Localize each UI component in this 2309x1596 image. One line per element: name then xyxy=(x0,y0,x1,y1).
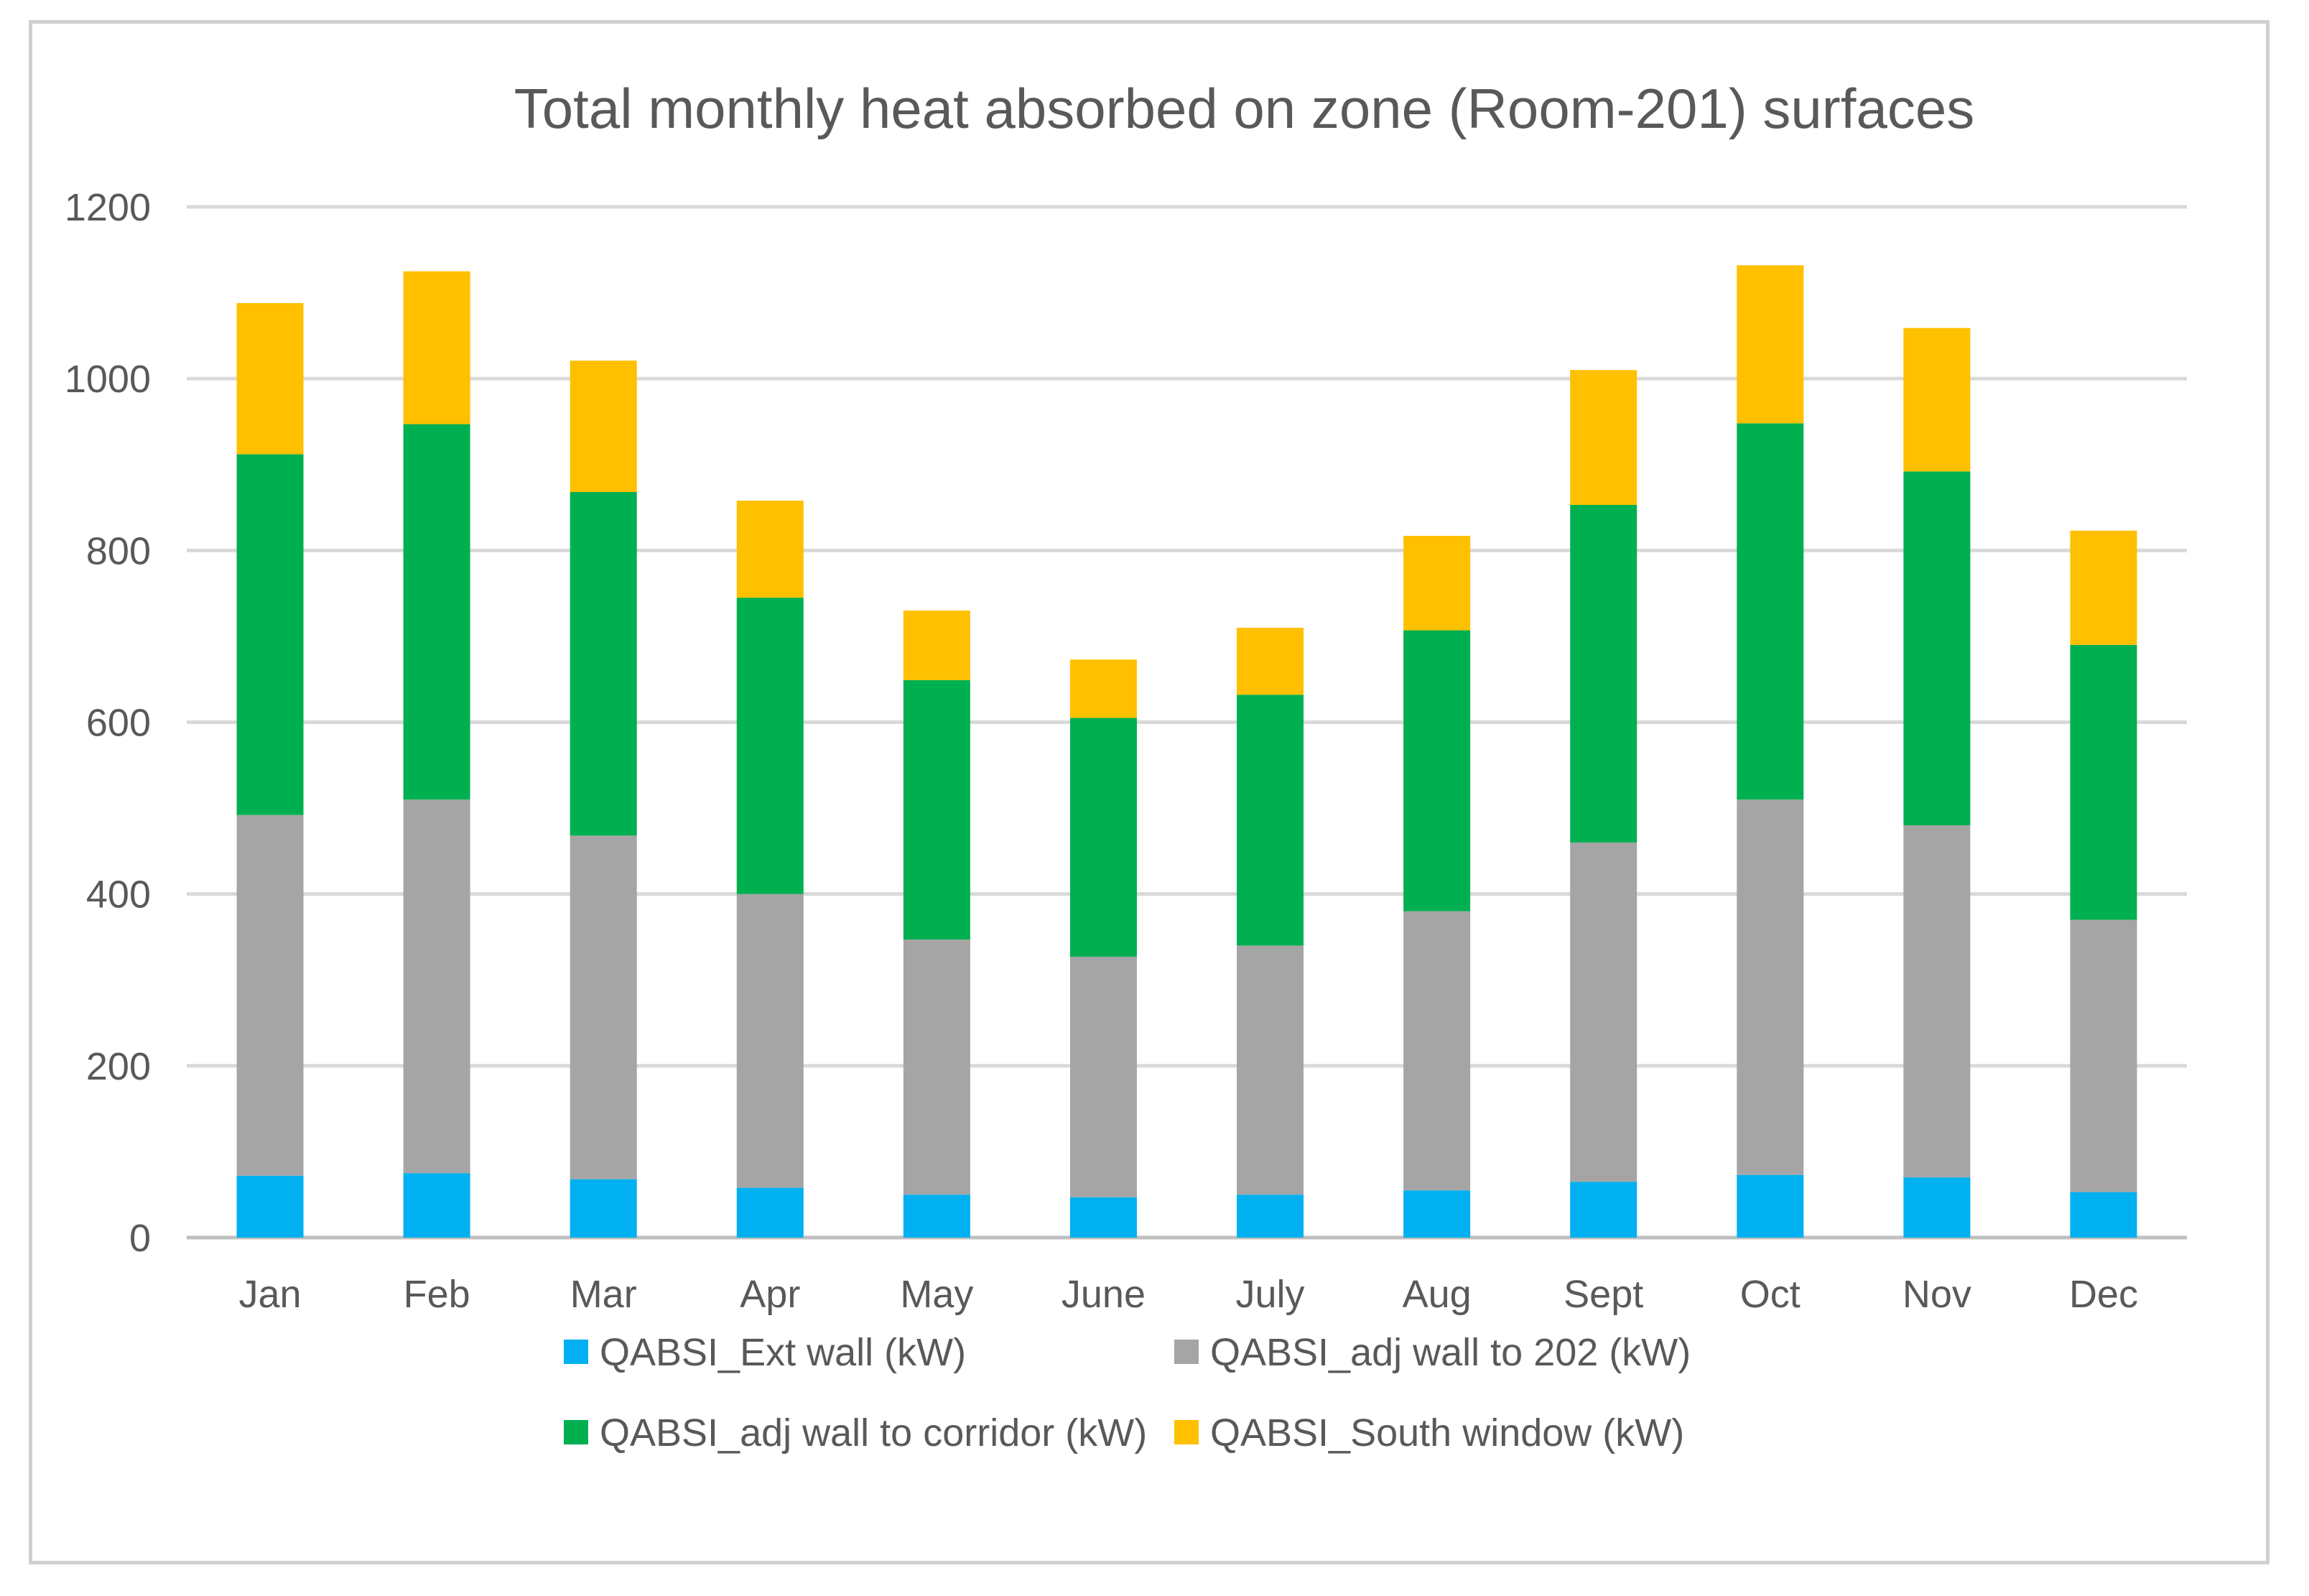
bar-apr-series-3 xyxy=(736,598,804,894)
legend-swatch xyxy=(564,1340,588,1364)
bar-aug-series-1 xyxy=(1403,1190,1471,1238)
bar-feb-series-4 xyxy=(403,271,470,424)
bar-mar-series-1 xyxy=(570,1179,637,1238)
chart-svg: Total monthly heat absorbed on zone (Roo… xyxy=(65,77,2187,1455)
x-tick-label: Sept xyxy=(1564,1273,1643,1316)
bar-jan-series-4 xyxy=(236,302,304,455)
bar-mar-series-2 xyxy=(570,835,637,1179)
bar-nov-series-3 xyxy=(1903,471,1971,825)
bar-apr-series-4 xyxy=(736,500,804,598)
y-tick-label: 600 xyxy=(86,702,151,745)
y-tick-label: 1000 xyxy=(65,358,151,401)
bar-july-series-4 xyxy=(1237,627,1304,695)
legend-label: QABSI_adj wall to corridor (kW) xyxy=(600,1411,1147,1455)
bar-nov-series-4 xyxy=(1903,328,1971,472)
bar-sept-series-3 xyxy=(1570,504,1637,843)
bar-june-series-2 xyxy=(1069,956,1137,1197)
bar-oct-series-4 xyxy=(1737,265,1804,424)
x-tick-label: Mar xyxy=(570,1273,637,1316)
chart-frame: Total monthly heat absorbed on zone (Roo… xyxy=(29,20,2269,1564)
x-tick-label: May xyxy=(900,1273,973,1316)
bar-nov-series-2 xyxy=(1903,825,1971,1178)
bar-sept-series-1 xyxy=(1570,1182,1637,1238)
bar-june-series-3 xyxy=(1069,718,1137,957)
legend-label: QABSI_South window (kW) xyxy=(1210,1411,1684,1455)
bar-may-series-1 xyxy=(903,1194,970,1238)
bar-jan-series-2 xyxy=(236,815,304,1176)
bar-july-series-1 xyxy=(1237,1194,1304,1238)
bar-mar-series-4 xyxy=(570,361,637,493)
bar-aug-series-2 xyxy=(1403,911,1471,1191)
x-tick-label: Jan xyxy=(239,1273,302,1316)
y-tick-label: 200 xyxy=(86,1045,151,1088)
x-tick-label: Feb xyxy=(404,1273,470,1316)
bar-dec-series-4 xyxy=(2070,530,2137,645)
bar-jan-series-1 xyxy=(236,1175,304,1238)
bar-oct-series-2 xyxy=(1737,799,1804,1175)
bar-sept-series-4 xyxy=(1570,370,1637,505)
legend-swatch xyxy=(1174,1420,1199,1444)
bar-dec-series-3 xyxy=(2070,644,2137,920)
bar-dec-series-2 xyxy=(2070,919,2137,1192)
x-tick-label: June xyxy=(1061,1273,1146,1316)
bar-mar-series-3 xyxy=(570,492,637,836)
bar-apr-series-1 xyxy=(736,1187,804,1238)
legend-swatch xyxy=(1174,1340,1199,1364)
legend-label: QABSI_adj wall to 202 (kW) xyxy=(1210,1331,1691,1374)
grid-layer xyxy=(187,205,2187,1240)
y-tick-label: 0 xyxy=(129,1217,151,1260)
bar-oct-series-1 xyxy=(1737,1174,1804,1238)
legend-label: QABSI_Ext wall (kW) xyxy=(600,1331,966,1374)
bar-aug-series-3 xyxy=(1403,630,1471,911)
y-tick-label: 400 xyxy=(86,873,151,917)
bar-layer xyxy=(236,265,2137,1238)
x-tick-label: Oct xyxy=(1740,1273,1801,1316)
x-tick-label: July xyxy=(1236,1273,1305,1316)
bar-feb-series-3 xyxy=(403,424,470,800)
bar-oct-series-3 xyxy=(1737,423,1804,800)
x-tick-label: Nov xyxy=(1903,1273,1971,1316)
bar-nov-series-1 xyxy=(1903,1177,1971,1238)
y-tick-label: 1200 xyxy=(65,186,151,229)
x-tick-label: Dec xyxy=(2069,1273,2138,1316)
bar-june-series-4 xyxy=(1069,659,1137,718)
x-tick-label: Aug xyxy=(1403,1273,1472,1316)
bar-sept-series-2 xyxy=(1570,842,1637,1182)
bar-dec-series-1 xyxy=(2070,1192,2137,1238)
legend: QABSI_Ext wall (kW) QABSI_adj wall to 202… xyxy=(564,1331,1691,1455)
x-tick-label: Apr xyxy=(740,1273,800,1316)
bar-may-series-4 xyxy=(903,611,970,680)
bar-may-series-3 xyxy=(903,679,970,940)
bar-jan-series-3 xyxy=(236,454,304,815)
bar-june-series-1 xyxy=(1069,1197,1137,1238)
y-tick-label: 800 xyxy=(86,529,151,572)
bar-july-series-3 xyxy=(1237,695,1304,946)
chart-title: Total monthly heat absorbed on zone (Roo… xyxy=(514,77,1974,140)
bar-apr-series-2 xyxy=(736,894,804,1188)
bar-aug-series-4 xyxy=(1403,536,1471,631)
bar-feb-series-2 xyxy=(403,799,470,1174)
bar-may-series-2 xyxy=(903,939,970,1195)
bar-feb-series-1 xyxy=(403,1173,470,1238)
axis-layer: 0 200 400 600 800 1000 1200 Jan Feb Mar Apr May June… xyxy=(65,186,2138,1316)
legend-swatch xyxy=(564,1420,588,1444)
bar-july-series-2 xyxy=(1237,945,1304,1195)
